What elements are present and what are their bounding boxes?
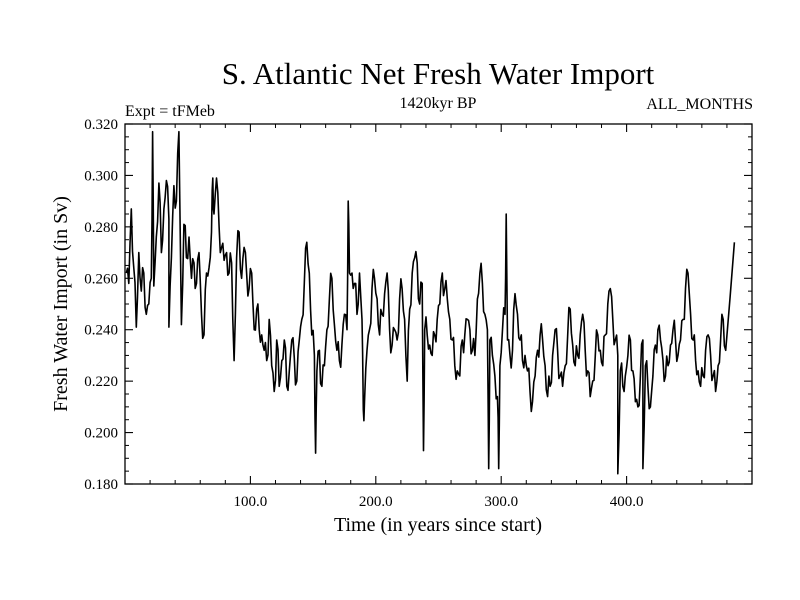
y-tick-label: 0.200: [84, 426, 118, 442]
x-tick-label: 400.0: [610, 494, 644, 510]
y-tick-label: 0.300: [84, 168, 118, 184]
y-tick-label: 0.320: [84, 117, 118, 133]
experiment-label: Expt = tFMeb: [125, 103, 215, 120]
time-period-label: 1420kyr BP: [400, 95, 477, 112]
series-line: [125, 130, 736, 475]
y-tick-label: 0.260: [84, 271, 118, 287]
y-axis-ticks: 0.180 0.200 0.220 0.240 0.260 0.280 0.300 0.320: [84, 117, 752, 493]
y-tick-label: 0.220: [84, 374, 118, 390]
chart-title: S. Atlantic Net Fresh Water Import: [222, 56, 655, 91]
y-axis-label: Fresh Water Import (in Sv): [50, 196, 72, 412]
x-axis-ticks: 100.0 200.0 300.0 400.0: [149, 124, 728, 510]
months-label: ALL_MONTHS: [646, 96, 753, 113]
y-tick-label: 0.280: [84, 220, 118, 236]
x-tick-label: 200.0: [359, 494, 393, 510]
y-tick-label: 0.180: [84, 477, 118, 493]
x-tick-label: 300.0: [484, 494, 518, 510]
y-tick-label: 0.240: [84, 323, 118, 339]
x-tick-label: 100.0: [234, 494, 268, 510]
x-axis-label: Time (in years since start): [334, 514, 542, 536]
plot-frame: [124, 123, 753, 485]
